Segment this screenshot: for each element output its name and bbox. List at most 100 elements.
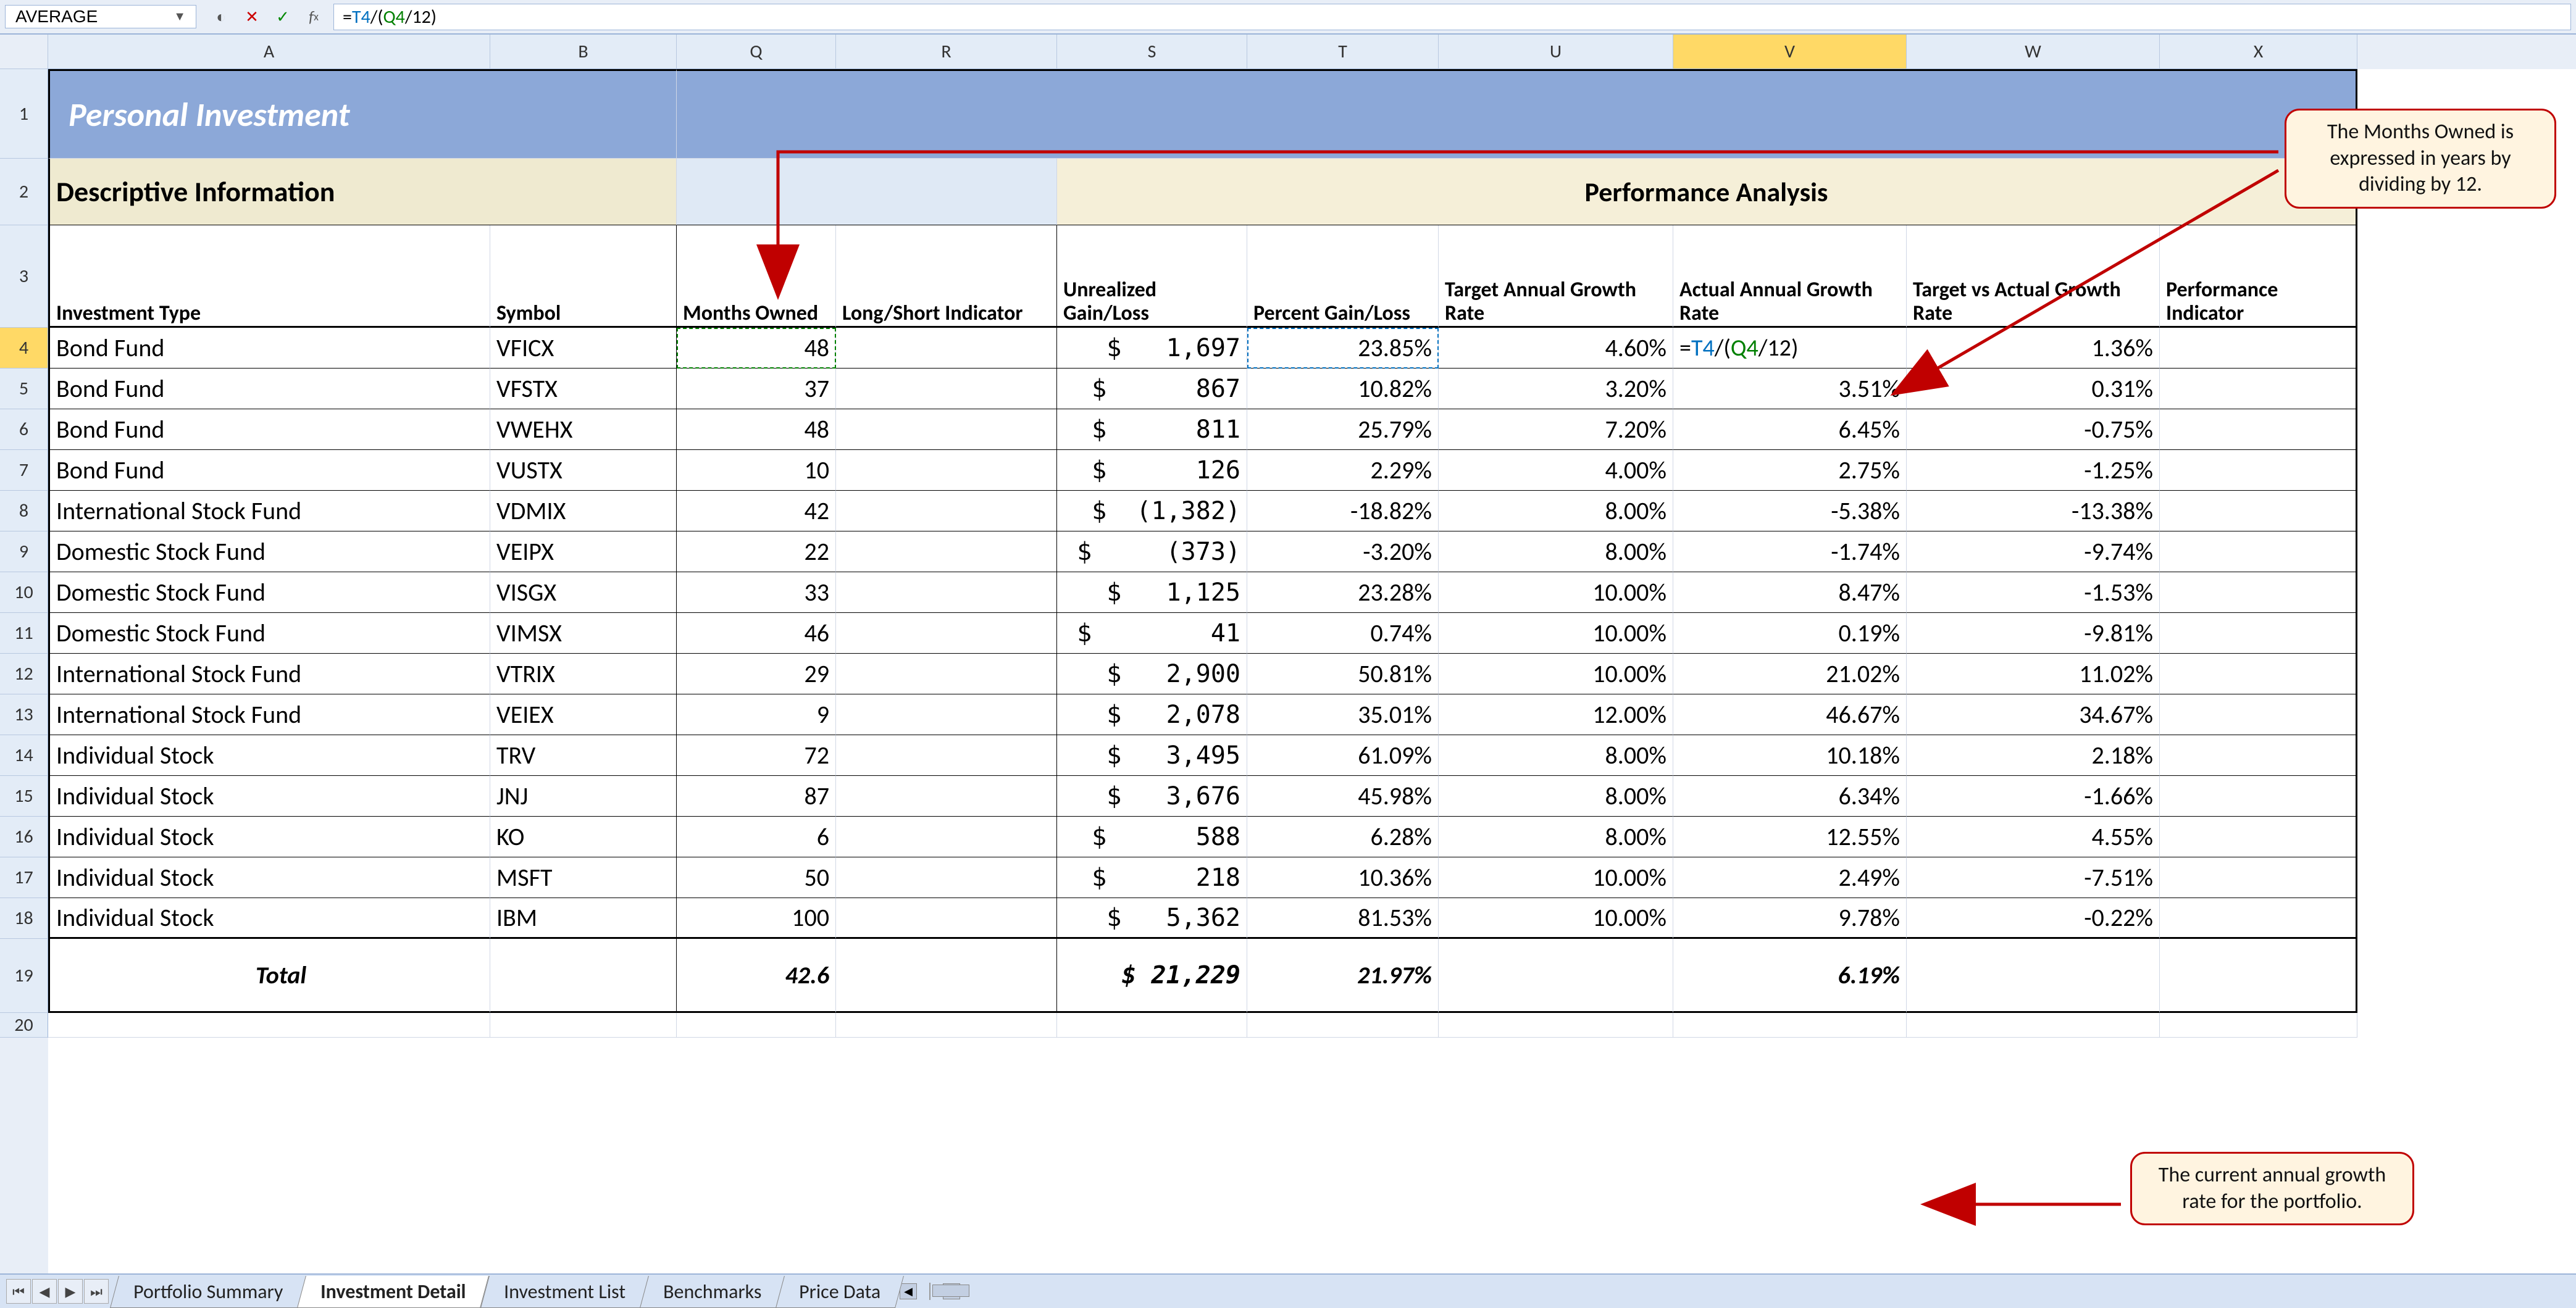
select-all-corner[interactable] xyxy=(0,35,48,69)
cell-longshort[interactable] xyxy=(836,409,1057,450)
cell-tva[interactable]: -13.38% xyxy=(1907,491,2160,531)
cell-perfind[interactable] xyxy=(2160,531,2357,572)
sheet-tab-investment-detail[interactable]: Investment Detail xyxy=(297,1276,489,1308)
row-header-16[interactable]: 16 xyxy=(0,817,48,857)
horizontal-scrollbar[interactable] xyxy=(929,1283,930,1300)
blank[interactable] xyxy=(2160,1013,2357,1038)
cell-months[interactable]: 22 xyxy=(677,531,836,572)
cell-type[interactable]: Individual Stock xyxy=(48,817,490,857)
cell-longshort[interactable] xyxy=(836,369,1057,409)
cell-target[interactable]: 4.60% xyxy=(1439,328,1673,369)
cell-percent[interactable]: 10.82% xyxy=(1247,369,1439,409)
cell-months[interactable]: 87 xyxy=(677,776,836,817)
cell-type[interactable]: Domestic Stock Fund xyxy=(48,613,490,654)
cell-months[interactable]: 100 xyxy=(677,898,836,939)
column-header-U[interactable]: U xyxy=(1439,35,1673,69)
cell-percent[interactable]: 50.81% xyxy=(1247,654,1439,694)
cell-actual-formula[interactable]: =T4/(Q4/12) xyxy=(1673,328,1907,369)
cell-longshort[interactable] xyxy=(836,572,1057,613)
cell-tva[interactable]: -9.81% xyxy=(1907,613,2160,654)
sheet-tab-portfolio-summary[interactable]: Portfolio Summary xyxy=(110,1276,306,1308)
blank[interactable] xyxy=(1439,1013,1673,1038)
cell-type[interactable]: International Stock Fund xyxy=(48,694,490,735)
cell-symbol[interactable]: VEIPX xyxy=(490,531,677,572)
column-header-Q[interactable]: Q xyxy=(677,35,836,69)
row-header-17[interactable]: 17 xyxy=(0,857,48,898)
cell-months[interactable]: 29 xyxy=(677,654,836,694)
cell-type[interactable]: Bond Fund xyxy=(48,328,490,369)
cell-actual[interactable]: 3.51% xyxy=(1673,369,1907,409)
cell-actual[interactable]: 21.02% xyxy=(1673,654,1907,694)
cell-percent[interactable]: 2.29% xyxy=(1247,450,1439,491)
cell-tva[interactable]: 11.02% xyxy=(1907,654,2160,694)
cell-type[interactable]: Bond Fund xyxy=(48,450,490,491)
cell-longshort[interactable] xyxy=(836,654,1057,694)
cell-target[interactable]: 3.20% xyxy=(1439,369,1673,409)
cell-months[interactable]: 37 xyxy=(677,369,836,409)
cell-target[interactable]: 12.00% xyxy=(1439,694,1673,735)
cell-percent[interactable]: 81.53% xyxy=(1247,898,1439,939)
column-header-W[interactable]: W xyxy=(1907,35,2160,69)
cell-actual[interactable]: 2.49% xyxy=(1673,857,1907,898)
column-header-T[interactable]: T xyxy=(1247,35,1439,69)
cell-target[interactable]: 8.00% xyxy=(1439,776,1673,817)
cell-actual[interactable]: 10.18% xyxy=(1673,735,1907,776)
row-header-18[interactable]: 18 xyxy=(0,898,48,939)
cell-months[interactable]: 50 xyxy=(677,857,836,898)
name-box[interactable]: AVERAGE ▼ xyxy=(5,5,196,28)
cell-perfind[interactable] xyxy=(2160,572,2357,613)
cell-percent[interactable]: -18.82% xyxy=(1247,491,1439,531)
sheet-nav-prev-icon[interactable]: ◀ xyxy=(32,1279,57,1304)
cell-perfind[interactable] xyxy=(2160,857,2357,898)
cell-tva[interactable]: -1.53% xyxy=(1907,572,2160,613)
cell-percent[interactable]: 23.85% xyxy=(1247,328,1439,369)
cell-gainloss[interactable]: $ 1,697 xyxy=(1057,328,1247,369)
cell-actual[interactable]: 8.47% xyxy=(1673,572,1907,613)
cell-gainloss[interactable]: $ 5,362 xyxy=(1057,898,1247,939)
cell-type[interactable]: Bond Fund xyxy=(48,409,490,450)
cell-actual[interactable]: -5.38% xyxy=(1673,491,1907,531)
cell-symbol[interactable]: VISGX xyxy=(490,572,677,613)
column-header-V[interactable]: V xyxy=(1673,35,1907,69)
cell-actual[interactable]: 12.55% xyxy=(1673,817,1907,857)
cell-gainloss[interactable]: $ 2,900 xyxy=(1057,654,1247,694)
row-header-8[interactable]: 8 xyxy=(0,491,48,531)
row-header-2[interactable]: 2 xyxy=(0,159,48,225)
row-header-13[interactable]: 13 xyxy=(0,694,48,735)
cell-tva[interactable]: -0.75% xyxy=(1907,409,2160,450)
cell-actual[interactable]: 46.67% xyxy=(1673,694,1907,735)
column-header-S[interactable]: S xyxy=(1057,35,1247,69)
cell-symbol[interactable]: VEIEX xyxy=(490,694,677,735)
row-header-14[interactable]: 14 xyxy=(0,735,48,776)
row-header-3[interactable]: 3 xyxy=(0,225,48,328)
cell-gainloss[interactable]: $ 811 xyxy=(1057,409,1247,450)
row-header-15[interactable]: 15 xyxy=(0,776,48,817)
cell-tva[interactable]: -1.66% xyxy=(1907,776,2160,817)
column-header-A[interactable]: A xyxy=(48,35,490,69)
row-header-1[interactable]: 1 xyxy=(0,69,48,159)
sheet-tab-price-data[interactable]: Price Data xyxy=(776,1276,904,1308)
cell-actual[interactable]: -1.74% xyxy=(1673,531,1907,572)
cell-perfind[interactable] xyxy=(2160,817,2357,857)
cell-gainloss[interactable]: $ 126 xyxy=(1057,450,1247,491)
cell-target[interactable]: 8.00% xyxy=(1439,531,1673,572)
cell-months[interactable]: 10 xyxy=(677,450,836,491)
column-header-R[interactable]: R xyxy=(836,35,1057,69)
sheet-nav-last-icon[interactable]: ⏭ xyxy=(84,1279,109,1304)
column-header-B[interactable]: B xyxy=(490,35,677,69)
hscroll-thumb[interactable] xyxy=(932,1285,969,1297)
cell-perfind[interactable] xyxy=(2160,450,2357,491)
cell-longshort[interactable] xyxy=(836,898,1057,939)
blank[interactable] xyxy=(1247,1013,1439,1038)
cell-gainloss[interactable]: $ (1,382) xyxy=(1057,491,1247,531)
cell-actual[interactable]: 2.75% xyxy=(1673,450,1907,491)
cell-months[interactable]: 72 xyxy=(677,735,836,776)
cell-tva[interactable]: 0.31% xyxy=(1907,369,2160,409)
cell-target[interactable]: 10.00% xyxy=(1439,613,1673,654)
cell-tva[interactable]: -7.51% xyxy=(1907,857,2160,898)
cell-months[interactable]: 48 xyxy=(677,328,836,369)
enter-icon[interactable]: ✓ xyxy=(270,4,295,29)
cell-target[interactable]: 10.00% xyxy=(1439,654,1673,694)
cell-longshort[interactable] xyxy=(836,450,1057,491)
cell-type[interactable]: Individual Stock xyxy=(48,776,490,817)
